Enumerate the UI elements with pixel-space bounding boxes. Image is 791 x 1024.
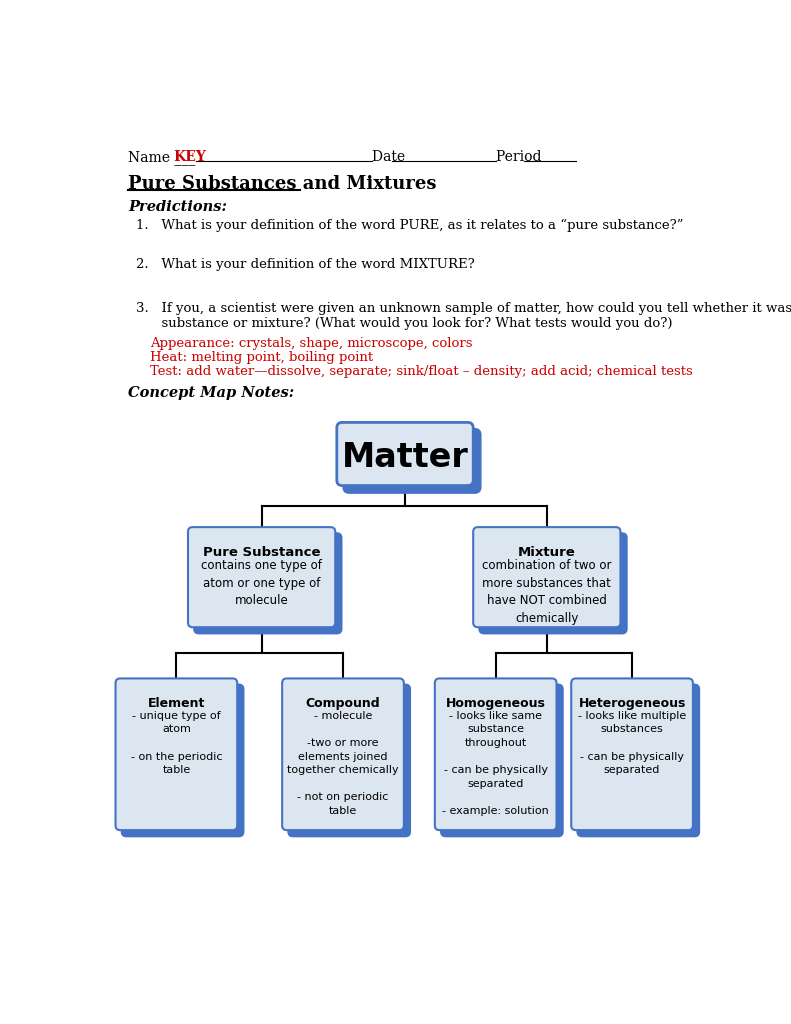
Text: - looks like multiple
substances

- can be physically
separated: - looks like multiple substances - can b… bbox=[578, 711, 687, 775]
Text: Matter: Matter bbox=[342, 440, 468, 473]
FancyBboxPatch shape bbox=[188, 527, 335, 628]
Text: Heterogeneous: Heterogeneous bbox=[578, 697, 686, 710]
Text: Pure Substances and Mixtures: Pure Substances and Mixtures bbox=[128, 175, 437, 194]
Text: 1.   What is your definition of the word PURE, as it relates to a “pure substanc: 1. What is your definition of the word P… bbox=[136, 219, 683, 232]
Text: Appearance: crystals, shape, microscope, colors: Appearance: crystals, shape, microscope,… bbox=[150, 337, 472, 350]
Text: Predictions:: Predictions: bbox=[128, 200, 227, 214]
Text: - unique type of
atom

- on the periodic
table: - unique type of atom - on the periodic … bbox=[131, 711, 222, 775]
FancyBboxPatch shape bbox=[479, 534, 626, 634]
Text: combination of two or
more substances that
have NOT combined
chemically: combination of two or more substances th… bbox=[482, 559, 611, 625]
Text: Homogeneous: Homogeneous bbox=[446, 697, 546, 710]
FancyBboxPatch shape bbox=[337, 423, 473, 485]
Text: Name ___: Name ___ bbox=[128, 150, 195, 165]
Text: 3.   If you, a scientist were given an unknown sample of matter, how could you t: 3. If you, a scientist were given an unk… bbox=[136, 302, 791, 331]
FancyBboxPatch shape bbox=[289, 685, 410, 837]
Text: Date: Date bbox=[373, 150, 410, 164]
Text: Mixture: Mixture bbox=[518, 546, 576, 559]
FancyBboxPatch shape bbox=[282, 679, 404, 830]
FancyBboxPatch shape bbox=[441, 685, 562, 837]
FancyBboxPatch shape bbox=[122, 685, 244, 837]
FancyBboxPatch shape bbox=[577, 685, 699, 837]
Text: Heat: melting point, boiling point: Heat: melting point, boiling point bbox=[150, 351, 373, 364]
Text: - looks like same
substance
throughout

- can be physically
separated

- example: - looks like same substance throughout -… bbox=[442, 711, 549, 816]
Text: Element: Element bbox=[148, 697, 205, 710]
Text: contains one type of
atom or one type of
molecule: contains one type of atom or one type of… bbox=[201, 559, 322, 607]
FancyBboxPatch shape bbox=[473, 527, 620, 628]
FancyBboxPatch shape bbox=[571, 679, 693, 830]
Text: KEY: KEY bbox=[173, 150, 206, 164]
FancyBboxPatch shape bbox=[435, 679, 557, 830]
FancyBboxPatch shape bbox=[115, 679, 237, 830]
Text: Compound: Compound bbox=[305, 697, 380, 710]
FancyBboxPatch shape bbox=[195, 534, 342, 634]
FancyBboxPatch shape bbox=[344, 429, 480, 493]
Text: Concept Map Notes:: Concept Map Notes: bbox=[128, 386, 294, 400]
Text: - molecule

-two or more
elements joined
together chemically

- not on periodic
: - molecule -two or more elements joined … bbox=[287, 711, 399, 816]
Text: Period: Period bbox=[497, 150, 547, 164]
Text: 2.   What is your definition of the word MIXTURE?: 2. What is your definition of the word M… bbox=[136, 258, 475, 270]
Text: Pure Substance: Pure Substance bbox=[202, 546, 320, 559]
Text: Test: add water—dissolve, separate; sink/float – density; add acid; chemical tes: Test: add water—dissolve, separate; sink… bbox=[150, 365, 693, 378]
